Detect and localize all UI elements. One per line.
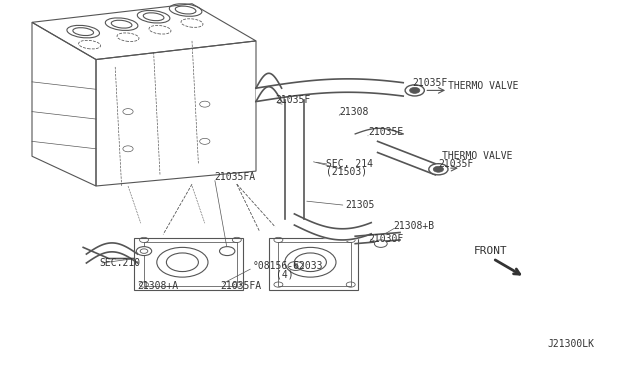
- Text: 21030F: 21030F: [368, 234, 403, 244]
- Text: THERMO VALVE: THERMO VALVE: [448, 81, 518, 90]
- Text: B: B: [293, 263, 298, 269]
- Text: 21305: 21305: [346, 200, 375, 209]
- Circle shape: [136, 247, 152, 256]
- Circle shape: [374, 240, 387, 247]
- Text: 21035F: 21035F: [275, 96, 310, 105]
- Text: 21035E: 21035E: [368, 127, 403, 137]
- Text: (4): (4): [276, 270, 294, 279]
- Circle shape: [433, 166, 444, 172]
- Text: 21035FA: 21035FA: [214, 172, 255, 182]
- Text: J21300LK: J21300LK: [547, 339, 594, 349]
- Circle shape: [405, 85, 424, 96]
- Circle shape: [429, 164, 448, 175]
- Circle shape: [410, 87, 420, 93]
- Text: SEC. 214: SEC. 214: [326, 159, 373, 169]
- Text: 21308+B: 21308+B: [394, 221, 435, 231]
- Text: (21503): (21503): [326, 166, 367, 176]
- Text: 21308: 21308: [339, 107, 369, 116]
- Circle shape: [220, 247, 235, 256]
- Text: 21035FA: 21035FA: [221, 281, 262, 291]
- Text: SEC.210: SEC.210: [99, 259, 140, 268]
- Text: FRONT: FRONT: [474, 246, 508, 256]
- Text: 21035F: 21035F: [438, 160, 474, 169]
- Text: 21308+A: 21308+A: [138, 281, 179, 291]
- Text: THERMO VALVE: THERMO VALVE: [442, 151, 512, 161]
- Text: °08156-62033: °08156-62033: [252, 261, 323, 271]
- Text: 21035F: 21035F: [413, 78, 448, 87]
